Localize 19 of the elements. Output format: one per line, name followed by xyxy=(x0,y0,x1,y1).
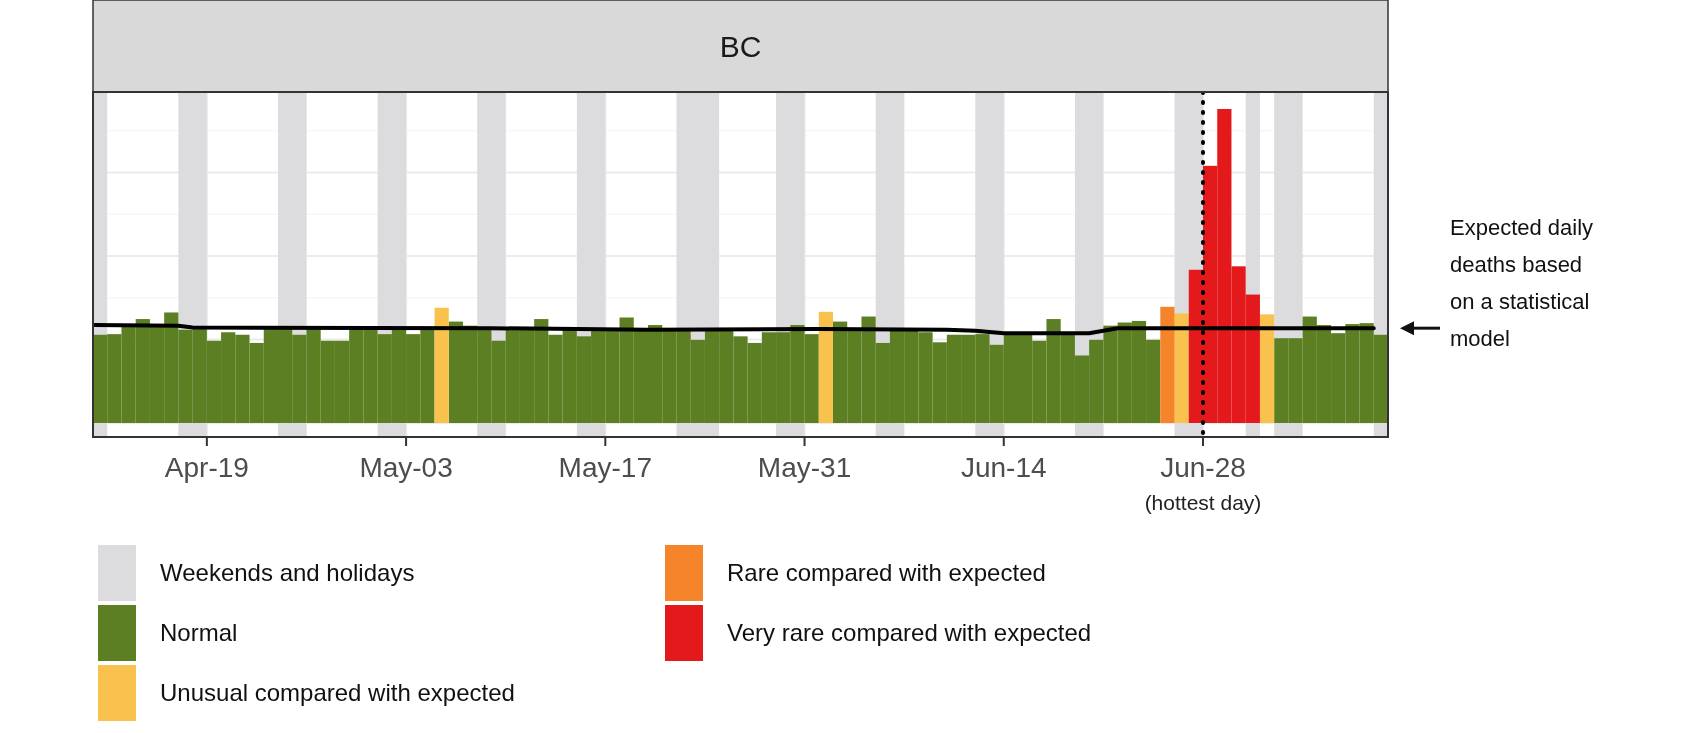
text: (hottest day) xyxy=(1144,491,1262,514)
x-tick-label: Jun-14 xyxy=(960,452,1047,483)
text: Expected daily deaths based on a statistical model xyxy=(1450,215,1594,352)
chart-title: BC xyxy=(719,30,762,63)
legend-label: Normal xyxy=(160,619,238,646)
legend-label: Unusual compared with expected xyxy=(160,679,515,706)
legend-label: Rare compared with expected xyxy=(727,559,1046,586)
x-tick-label: May-31 xyxy=(757,452,852,483)
legend-label: Very rare compared with expected xyxy=(727,619,1092,646)
bar xyxy=(1174,313,1189,423)
bar xyxy=(1259,314,1275,423)
x-tick-label: May-03 xyxy=(359,452,453,483)
bar xyxy=(1160,306,1175,423)
x-tick-label: Apr-19 xyxy=(164,452,249,483)
legend-label: Weekends and holidays xyxy=(160,559,415,586)
bar xyxy=(818,311,833,423)
x-tick-label: Jun-28 xyxy=(1160,452,1246,483)
x-tick-label: May-17 xyxy=(558,452,652,483)
bar xyxy=(434,307,449,423)
